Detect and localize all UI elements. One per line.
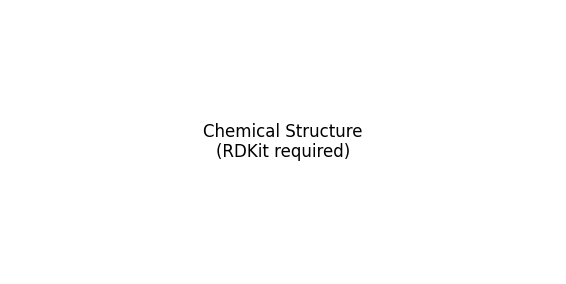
Text: Chemical Structure
(RDKit required): Chemical Structure (RDKit required) xyxy=(203,123,363,161)
